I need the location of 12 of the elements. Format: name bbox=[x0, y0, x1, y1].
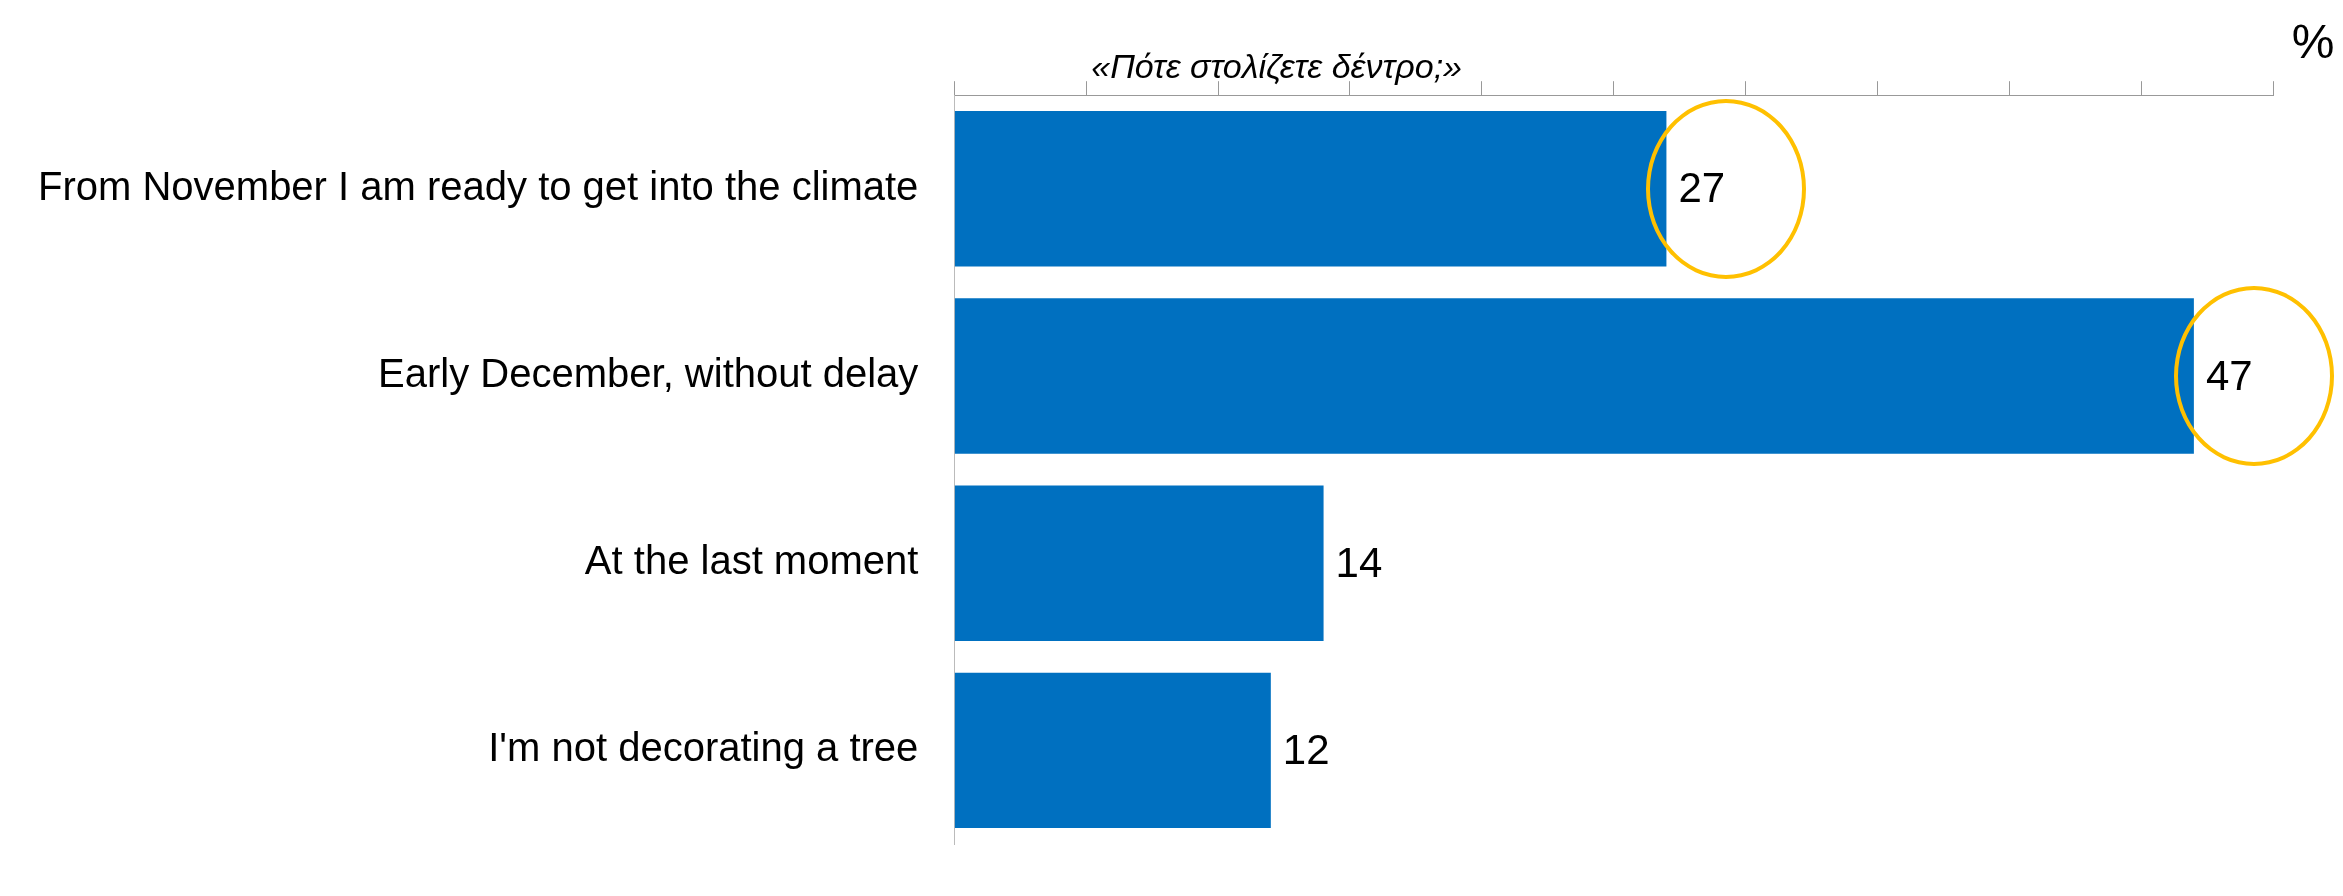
y-tick-label: I'm not decorating a tree bbox=[488, 725, 919, 770]
data-label: 14 bbox=[1335, 538, 1383, 586]
y-tick-label: At the last moment bbox=[584, 538, 919, 583]
bar bbox=[954, 485, 1324, 641]
data-label: 27 bbox=[1678, 164, 1726, 212]
data-label: 47 bbox=[2205, 351, 2253, 399]
chart-title: «Πότε στολίζετε δέντρο;» bbox=[1091, 47, 1462, 85]
y-tick-label: Early December, without delay bbox=[378, 351, 919, 396]
y-tick-label: From November I am ready to get into the climate bbox=[37, 163, 919, 208]
bar bbox=[954, 672, 1271, 829]
data-label: 12 bbox=[1282, 725, 1330, 773]
x-axis-title: % bbox=[2291, 15, 2335, 68]
